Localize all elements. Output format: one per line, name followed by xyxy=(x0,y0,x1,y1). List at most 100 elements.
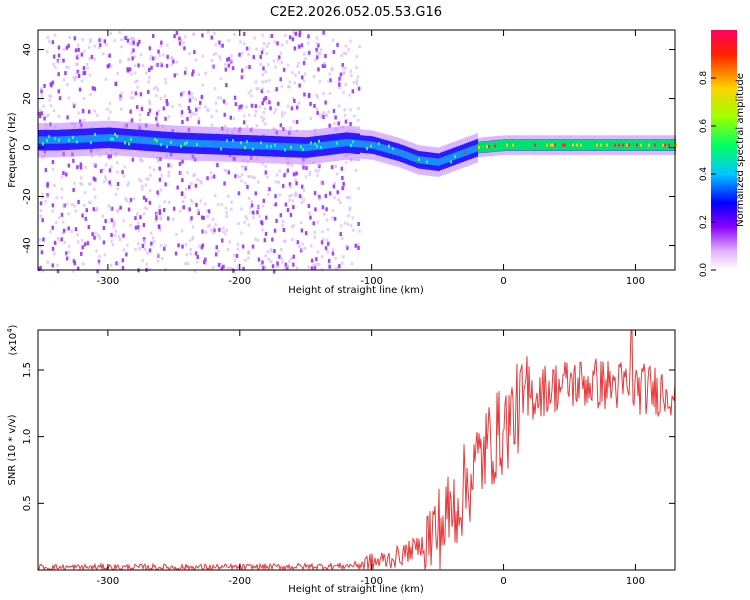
spectrogram-speck xyxy=(272,269,276,274)
spectrogram-band-core xyxy=(332,140,334,148)
spectrogram-speck xyxy=(85,62,89,66)
spectrogram-speck xyxy=(104,219,107,223)
spectrogram-speck xyxy=(146,251,149,255)
spectrogram-speck xyxy=(86,241,90,246)
spectrogram-speck xyxy=(240,52,244,56)
spectrogram-speck xyxy=(250,203,254,208)
spectrogram-speck xyxy=(180,171,183,175)
spectrogram-speck xyxy=(265,44,269,48)
spectrogram-speck xyxy=(248,196,251,200)
spectrogram-speck xyxy=(280,61,284,65)
spectrogram-speck xyxy=(313,235,316,239)
spectrogram-speck xyxy=(297,61,300,65)
spectrogram-band-peak xyxy=(54,136,57,140)
spectrogram-band-core xyxy=(206,140,208,148)
spectrogram-y-tick-label: -20 xyxy=(22,188,33,204)
spectrogram-band-core xyxy=(452,153,454,161)
spectrogram-band-core xyxy=(56,136,58,144)
spectrogram-speck xyxy=(230,54,233,58)
spectrogram-speck xyxy=(243,165,247,169)
spectrogram-speck xyxy=(323,62,326,66)
spectrogram-speck xyxy=(109,154,113,159)
spectrogram-speck xyxy=(204,262,207,266)
spectrogram-band-core xyxy=(120,135,122,143)
spectrogram-speck xyxy=(65,172,68,177)
spectrogram-band-core xyxy=(556,139,558,151)
spectrogram-band-peak xyxy=(648,143,651,147)
spectrogram-speck xyxy=(314,169,318,173)
spectrogram-band-core xyxy=(566,139,568,151)
spectrogram-speck xyxy=(273,249,276,253)
spectrogram-speck xyxy=(352,228,355,232)
spectrogram-speck xyxy=(283,240,286,244)
spectrogram-speck xyxy=(223,168,227,172)
spectrogram-speck xyxy=(289,212,293,217)
spectrogram-band-core xyxy=(358,140,360,148)
spectrogram-band-core xyxy=(70,135,72,144)
spectrogram-speck xyxy=(355,55,358,59)
spectrogram-speck xyxy=(126,183,129,187)
spectrogram-speck xyxy=(67,96,71,100)
spectrogram-speck xyxy=(279,51,283,55)
spectrogram-speck xyxy=(102,168,105,172)
spectrogram-speck xyxy=(236,242,240,246)
spectrogram-speck xyxy=(158,211,162,216)
spectrogram-band-core xyxy=(470,146,472,154)
spectrogram-speck xyxy=(295,181,298,186)
spectrogram-speck xyxy=(116,187,119,191)
spectrogram-band-core xyxy=(198,139,200,148)
spectrogram-speck xyxy=(73,78,76,82)
spectrogram-speck xyxy=(148,67,151,72)
spectrogram-speck xyxy=(357,243,360,246)
spectrogram-speck xyxy=(168,200,171,204)
spectrogram-speck xyxy=(79,176,83,180)
spectrogram-speck xyxy=(102,225,106,230)
spectrogram-speck xyxy=(197,120,201,125)
spectrogram-speck xyxy=(298,194,302,199)
spectrogram-speck xyxy=(94,195,97,199)
spectrogram-band-core xyxy=(230,141,232,149)
spectrogram-speck xyxy=(351,89,355,94)
spectrogram-speck xyxy=(148,189,152,193)
spectrogram-speck xyxy=(123,165,127,169)
spectrogram-speck xyxy=(219,96,223,100)
spectrogram-speck xyxy=(66,115,69,120)
spectrogram-speck xyxy=(148,101,152,105)
spectrogram-speck xyxy=(54,65,57,69)
spectrogram-speck xyxy=(302,79,306,83)
spectrogram-band-peak xyxy=(154,138,157,142)
spectrogram-band-core xyxy=(288,143,290,151)
spectrogram-band-core xyxy=(438,158,440,166)
spectrogram-band-core xyxy=(392,147,394,155)
spectrogram-speck xyxy=(181,200,185,204)
spectrogram-speck xyxy=(104,163,108,167)
spectrogram-speck xyxy=(183,70,187,75)
spectrogram-band-core xyxy=(372,141,374,149)
spectrogram-speck xyxy=(53,33,57,37)
spectrogram-speck xyxy=(195,202,198,207)
spectrogram-speck xyxy=(189,252,192,256)
spectrogram-speck xyxy=(107,204,110,208)
spectrogram-speck xyxy=(269,247,273,251)
spectrogram-speck xyxy=(188,185,191,190)
spectrogram-speck xyxy=(252,216,255,220)
spectrogram-speck xyxy=(192,174,195,178)
spectrogram-speck xyxy=(243,32,246,36)
spectrogram-speck xyxy=(265,215,268,220)
spectrogram-speck xyxy=(46,195,49,199)
spectrogram-band-core xyxy=(482,141,484,153)
spectrogram-band-core xyxy=(672,139,674,151)
spectrogram-speck xyxy=(307,34,310,39)
spectrogram-speck xyxy=(195,260,199,264)
spectrogram-speck xyxy=(255,87,258,91)
spectrogram-speck xyxy=(302,188,306,192)
spectrogram-speck xyxy=(356,75,360,79)
spectrogram-band-core xyxy=(88,135,90,143)
spectrogram-band-core xyxy=(538,139,540,151)
spectrogram-speck xyxy=(264,79,267,83)
spectrogram-speck xyxy=(262,97,266,102)
spectrogram-speck xyxy=(344,44,348,48)
spectrogram-speck xyxy=(77,200,80,204)
spectrogram-speck xyxy=(63,203,66,208)
spectrogram-speck xyxy=(51,167,55,171)
